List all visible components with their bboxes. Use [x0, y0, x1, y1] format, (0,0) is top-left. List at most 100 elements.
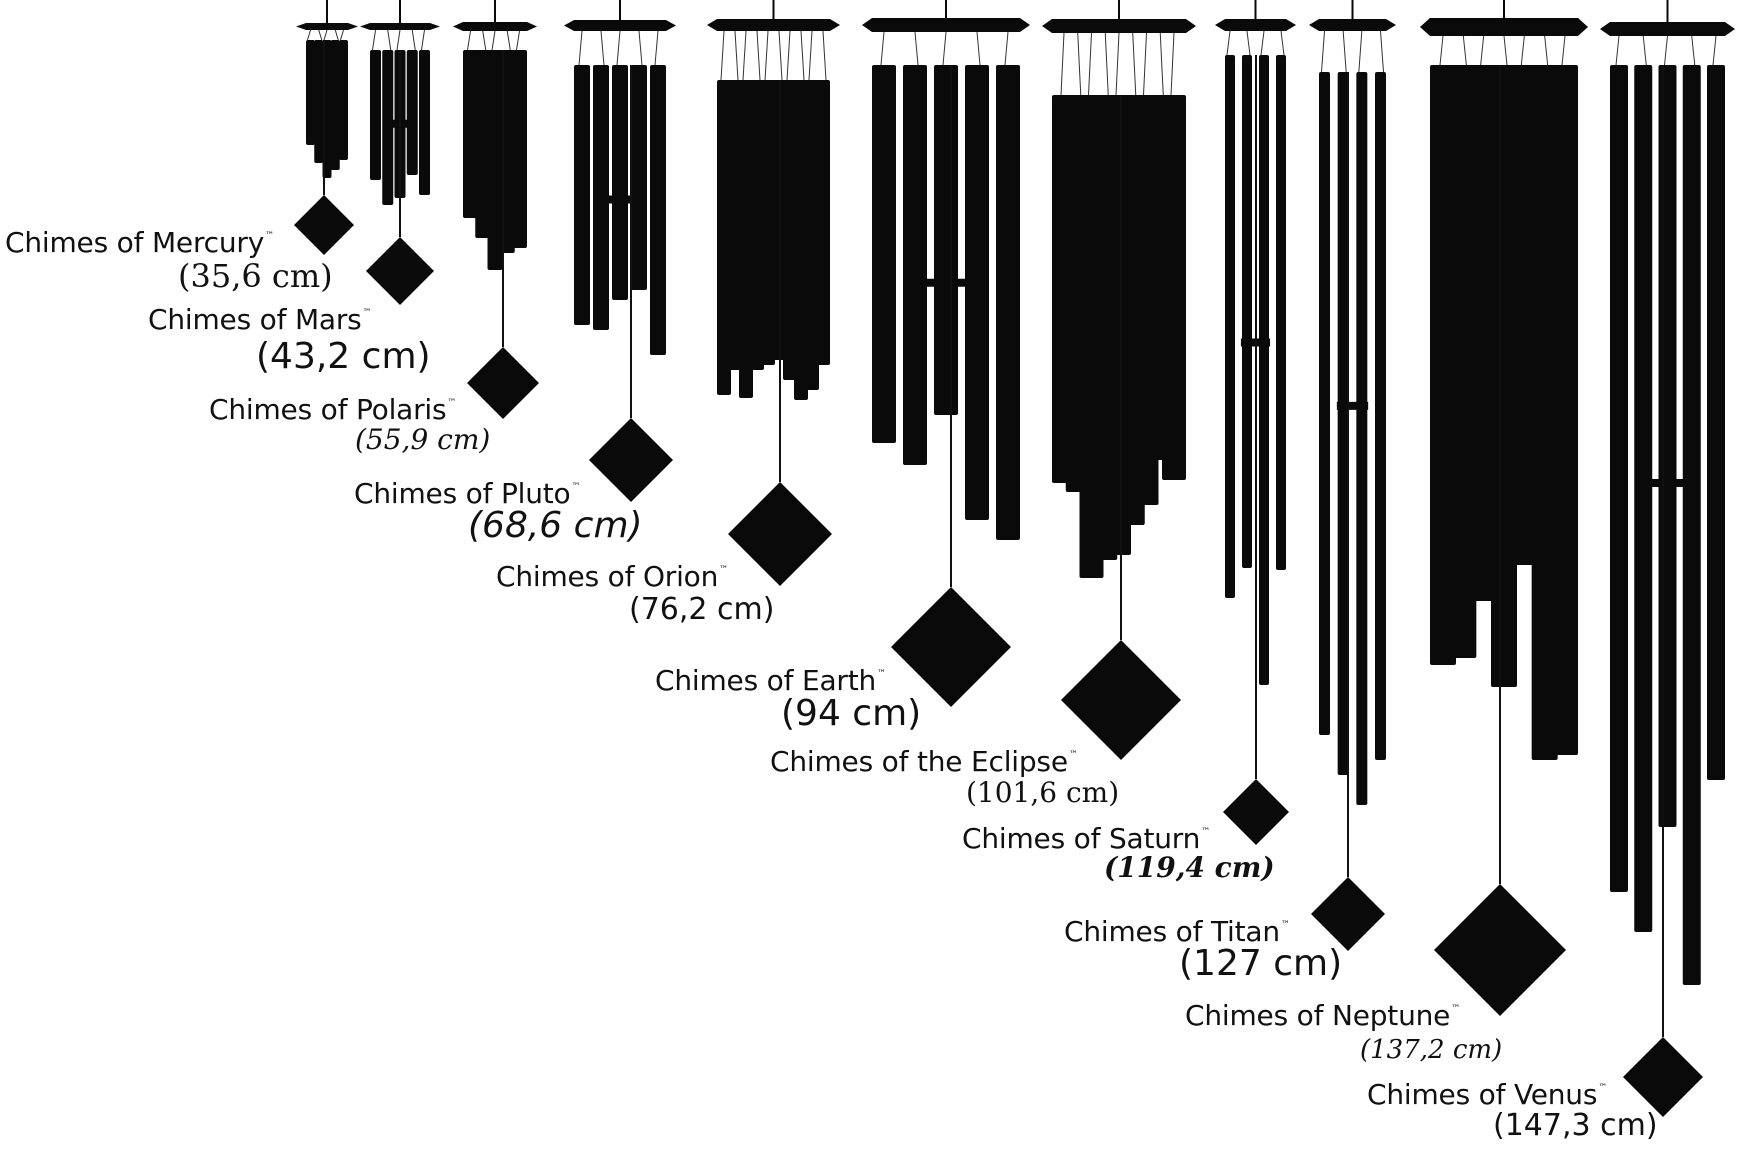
trademark-mark: ™ — [447, 398, 457, 408]
tube-cord — [318, 29, 323, 41]
tube-cord — [880, 31, 885, 66]
tube-cord — [340, 29, 344, 41]
chime-tube — [339, 40, 348, 160]
wind-sail-diamond — [1623, 1037, 1703, 1117]
chime-label-eclipse: Chimes of the Eclipse™ — [770, 748, 1078, 776]
wind-sail-diamond — [1434, 884, 1566, 1016]
tube-cord — [1520, 35, 1525, 66]
chime-tube — [1276, 55, 1286, 570]
chime-label-mars: Chimes of Mars™ — [148, 306, 372, 334]
tube-cord — [467, 30, 471, 51]
tube-cord — [1104, 32, 1109, 96]
chime-hub — [1042, 19, 1196, 33]
chime-tube — [306, 40, 315, 145]
tube-cord — [1664, 35, 1668, 66]
hanging-hook — [1118, 0, 1120, 19]
tube-cord — [1260, 30, 1265, 56]
chime-size-orion: (76,2 cm) — [629, 592, 775, 627]
tube-cord — [1380, 30, 1384, 73]
tube-cord — [1439, 35, 1444, 66]
tube-cord — [742, 30, 747, 81]
hanging-hook — [945, 0, 947, 18]
chime-tube — [794, 80, 808, 400]
tube-cord — [1143, 32, 1147, 96]
chime-tube — [1450, 65, 1477, 658]
trademark-mark: ™ — [1201, 827, 1211, 837]
chime-size-saturn: (119,4 cm) — [1104, 851, 1275, 884]
wind-sail-diamond — [728, 482, 832, 586]
tube-cord — [1642, 35, 1647, 66]
chime-size-eclipse: (101,6 cm) — [966, 776, 1120, 809]
chime-tube — [1682, 65, 1701, 985]
chime-mars-silhouette — [360, 0, 440, 305]
chime-tube — [1337, 72, 1349, 775]
tube-cord — [1691, 35, 1696, 66]
chime-tube — [1319, 72, 1330, 735]
tube-cord — [307, 29, 311, 41]
tube-cord — [372, 29, 376, 51]
chime-tube — [872, 65, 896, 443]
trademark-mark: ™ — [877, 669, 887, 679]
chime-tube — [903, 65, 927, 465]
chime-striker — [599, 195, 641, 204]
chime-tube — [1634, 65, 1653, 932]
hanging-hook — [1666, 0, 1669, 22]
chime-hub — [1420, 18, 1588, 36]
tube-cord — [491, 30, 496, 51]
chime-label-mercury: Chimes of Mercury™ — [5, 229, 274, 257]
chime-striker — [1336, 401, 1369, 410]
wind-sail-diamond — [294, 195, 354, 255]
tube-cord — [800, 30, 805, 81]
chime-tube — [612, 65, 628, 300]
tube-cord — [334, 29, 339, 41]
chime-name: Chimes of the Eclipse — [770, 745, 1068, 778]
chime-tube — [631, 65, 647, 290]
chime-venus-silhouette — [1600, 0, 1735, 1117]
chime-label-polaris: Chimes of Polaris™ — [209, 396, 456, 424]
chime-tube — [1552, 65, 1578, 755]
chime-label-earth: Chimes of Earth™ — [655, 667, 886, 695]
chime-tube — [739, 80, 753, 398]
tube-cord — [1077, 32, 1082, 96]
chime-name: Chimes of Earth — [655, 664, 877, 697]
tube-cord — [1712, 35, 1717, 66]
trademark-mark: ™ — [719, 565, 729, 575]
wind-sail-diamond — [467, 347, 539, 419]
chime-size-pluto: (68,6 cm) — [468, 505, 643, 546]
tube-cord — [1088, 32, 1092, 96]
tube-cord — [387, 29, 392, 51]
chime-tube — [728, 80, 742, 370]
tube-cord — [1358, 30, 1363, 73]
hanging-hook — [494, 0, 496, 22]
trademark-mark: ™ — [1068, 750, 1078, 760]
chime-striker — [1643, 479, 1692, 487]
chime-hub — [1600, 22, 1735, 36]
tube-cord — [756, 30, 761, 81]
chime-name: Chimes of Orion — [496, 560, 719, 593]
chime-name: Chimes of Titan — [1064, 915, 1280, 948]
tube-cord — [1561, 35, 1566, 66]
tube-cord — [1060, 32, 1065, 96]
tube-cord — [914, 31, 919, 66]
chime-label-titan: Chimes of Titan™ — [1064, 918, 1290, 946]
tube-cord — [600, 30, 605, 66]
tube-cord — [506, 30, 511, 51]
trademark-mark: ™ — [1280, 920, 1290, 930]
chime-tube — [419, 50, 430, 195]
tube-cord — [1342, 30, 1347, 73]
chime-tube — [650, 65, 666, 355]
tube-cord — [616, 30, 621, 66]
wind-sail-diamond — [1223, 779, 1289, 845]
chime-size-mars: (43,2 cm) — [256, 336, 431, 377]
chime-tube — [816, 80, 830, 365]
chime-name: Chimes of Mars — [148, 303, 362, 336]
trademark-mark: ™ — [1598, 1083, 1608, 1093]
hanging-hook — [772, 0, 775, 19]
chime-size-mercury: (35,6 cm) — [178, 257, 333, 295]
chime-tube — [1470, 65, 1497, 601]
tube-cord — [1480, 35, 1485, 66]
chime-striker — [1473, 377, 1535, 386]
chime-tube — [1531, 65, 1558, 760]
trademark-mark: ™ — [1451, 1004, 1461, 1014]
